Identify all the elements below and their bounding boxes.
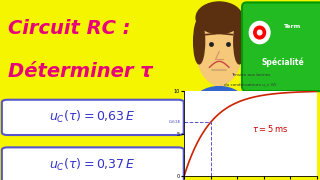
Text: du condensateurs u_c (V): du condensateurs u_c (V)	[224, 83, 277, 87]
FancyBboxPatch shape	[242, 3, 320, 91]
Text: Déterminer τ: Déterminer τ	[8, 62, 152, 81]
Circle shape	[196, 10, 242, 85]
Ellipse shape	[193, 87, 245, 121]
Text: $\tau = 5\,\mathrm{ms}$: $\tau = 5\,\mathrm{ms}$	[252, 123, 288, 134]
Ellipse shape	[196, 2, 242, 34]
Polygon shape	[214, 71, 224, 94]
Ellipse shape	[194, 19, 204, 64]
Circle shape	[257, 30, 262, 35]
Text: $u_C(\tau) = 0{,}63\,E$: $u_C(\tau) = 0{,}63\,E$	[49, 109, 136, 125]
Text: Spécialité: Spécialité	[262, 58, 305, 67]
Ellipse shape	[234, 19, 245, 64]
Text: Tension aux bornes: Tension aux bornes	[231, 73, 270, 77]
Circle shape	[249, 21, 270, 44]
Circle shape	[254, 26, 266, 39]
FancyBboxPatch shape	[2, 100, 184, 135]
Text: Circuit RC :: Circuit RC :	[8, 19, 130, 38]
FancyBboxPatch shape	[2, 147, 184, 180]
Text: $u_C(\tau) = 0{,}37\,E$: $u_C(\tau) = 0{,}37\,E$	[49, 157, 136, 173]
Text: Term: Term	[284, 24, 301, 30]
Text: 0,63E: 0,63E	[169, 120, 181, 124]
